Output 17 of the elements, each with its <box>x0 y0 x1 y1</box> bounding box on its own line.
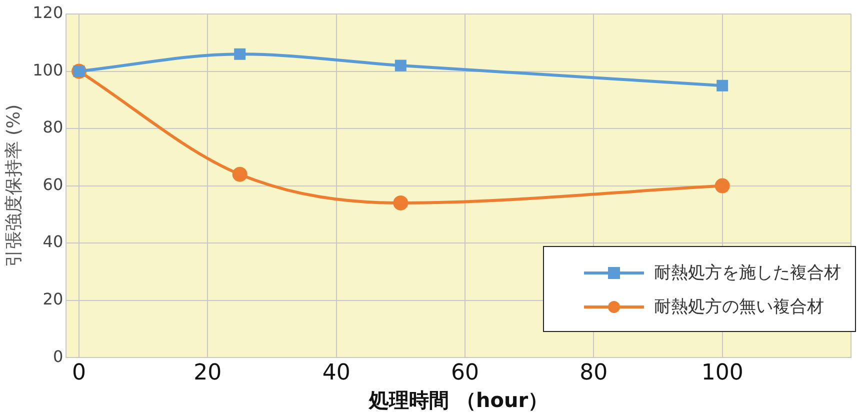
x-tick-label: 20 <box>194 360 222 386</box>
y-axis-title: 引張強度保持率 (%) <box>3 104 24 268</box>
y-tick-label: 40 <box>42 232 64 252</box>
y-tick-label: 20 <box>42 289 64 308</box>
x-axis-title: 処理時間 （hour） <box>368 388 548 412</box>
x-tick-label: 100 <box>701 360 744 386</box>
y-tick-label: 100 <box>32 60 64 80</box>
x-tick-label: 80 <box>580 360 608 386</box>
x-tick-label: 40 <box>322 360 350 386</box>
y-tick-label: 0 <box>52 346 64 366</box>
y-tick-label: 120 <box>32 3 64 22</box>
legend-label: 耐熱処方の無い複合材 <box>654 296 824 318</box>
x-tick-label: 0 <box>72 360 86 386</box>
y-tick-label: 60 <box>42 174 64 194</box>
legend-label: 耐熱処方を施した複合材 <box>654 262 841 284</box>
y-tick-label: 80 <box>42 118 64 137</box>
x-tick-label: 60 <box>451 360 480 386</box>
